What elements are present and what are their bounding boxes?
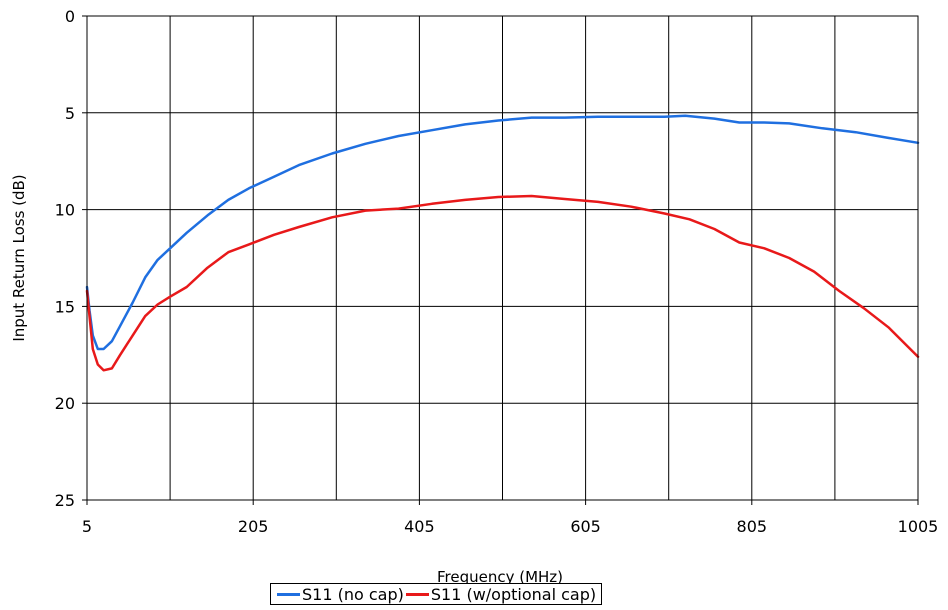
x-tick-label: 5	[82, 517, 92, 536]
x-tick-label: 205	[238, 517, 269, 536]
legend-label-no-cap: S11 (no cap)	[302, 584, 404, 604]
legend: S11 (no cap) S11 (w/optional cap)	[270, 583, 603, 605]
plot-area-frame	[86, 15, 919, 501]
y-tick-label: 15	[55, 297, 75, 316]
y-tick-label: 10	[55, 201, 75, 220]
x-tick-label: 1005	[898, 517, 939, 536]
legend-item-no-cap: S11 (no cap)	[277, 585, 404, 604]
tick-labels: 0 5 10 15 20 25 5 205 405 605 805 1005	[55, 7, 939, 536]
y-axis-title: Input Return Loss (dB)	[10, 174, 28, 341]
y-tick-label: 0	[65, 7, 75, 26]
series-line-no-cap	[85, 114, 920, 351]
x-tick-label: 405	[404, 517, 435, 536]
y-tick-label: 5	[65, 104, 75, 123]
series-line-optional-cap	[85, 194, 920, 372]
x-axis-title: Frequency (MHz)	[437, 568, 563, 586]
legend-swatch-no-cap-icon	[277, 592, 300, 596]
grid-layer	[87, 16, 918, 500]
x-tick-label: 805	[737, 517, 768, 536]
y-tick-label: 20	[55, 394, 75, 413]
y-tick-label: 25	[55, 491, 75, 510]
legend-swatch-optional-cap-icon	[405, 592, 429, 596]
x-tick-label: 605	[570, 517, 601, 536]
series-layer	[85, 114, 920, 372]
legend-label-optional-cap: S11 (w/optional cap)	[430, 584, 597, 604]
legend-item-optional-cap: S11 (w/optional cap)	[405, 584, 597, 604]
